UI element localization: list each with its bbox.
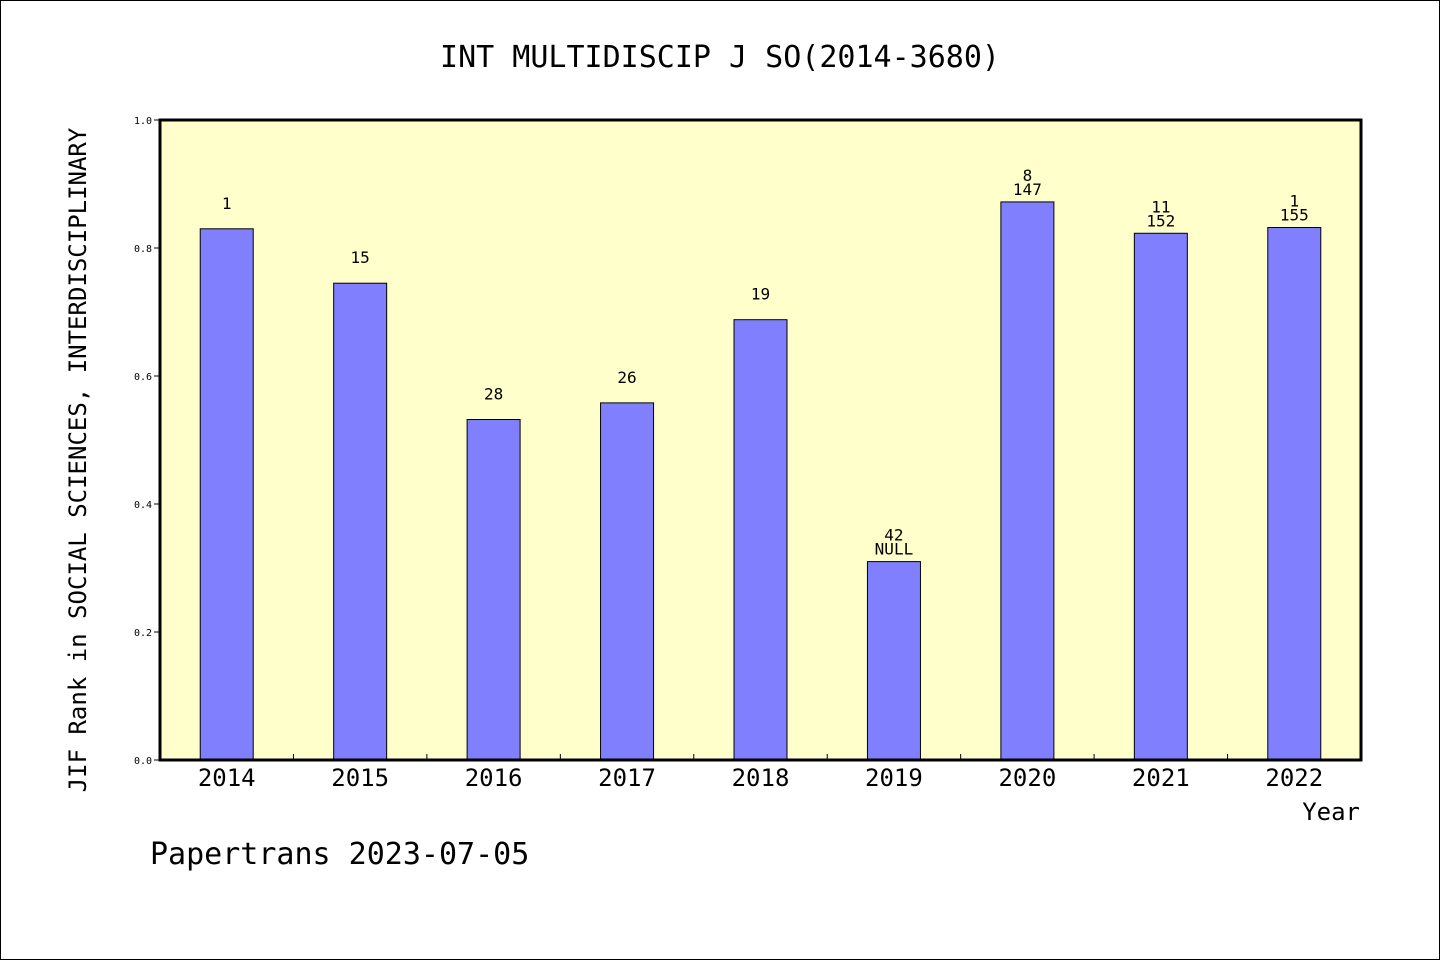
bar-2021 [1133, 232, 1188, 761]
bar-2015 [333, 282, 388, 761]
chart-title: INT MULTIDISCIP J SO(2014-3680) [440, 40, 1000, 75]
x-tick-label: 2021 [1132, 764, 1190, 792]
y-axis: 0.0 0.2 0.4 0.6 0.8 1.0 [134, 116, 160, 767]
rank-label: 15 [351, 248, 370, 267]
y-tick-label: 1.0 [134, 116, 152, 127]
x-tick-label: 2022 [1265, 764, 1323, 792]
rank-label: 1 [222, 194, 232, 213]
y-tick-label: 0.8 [134, 244, 152, 255]
x-tick-label: 2014 [198, 764, 256, 792]
y-tick-label: 0.2 [134, 628, 152, 639]
x-tick-label: 2018 [732, 764, 790, 792]
rank-label: 28 [484, 385, 503, 404]
bar-2018 [733, 319, 788, 761]
y-axis-label: JIF Rank in SOCIAL SCIENCES, INTERDISCIP… [64, 127, 92, 792]
total-label: 147 [1013, 180, 1042, 199]
y-tick-label: 0.0 [134, 756, 152, 767]
x-tick-label: 2020 [998, 764, 1056, 792]
bar-2016 [466, 419, 521, 761]
x-axis: 2014 2015 2016 2017 2018 2019 2020 2021 2022 [198, 754, 1323, 792]
total-label: 155 [1280, 206, 1309, 225]
y-tick-label: 0.4 [134, 500, 152, 511]
bar-2014 [199, 228, 254, 761]
rank-label: 19 [751, 285, 770, 304]
total-label: NULL [875, 540, 914, 559]
plot-border [158, 118, 1363, 762]
bars-group [199, 201, 1322, 761]
y-tick-label: 0.6 [134, 372, 152, 383]
total-label: 152 [1146, 211, 1175, 230]
bar-2020 [1000, 201, 1055, 761]
x-tick-label: 2016 [465, 764, 523, 792]
credit-text: Papertrans 2023-07-05 [150, 837, 529, 872]
x-tick-label: 2019 [865, 764, 923, 792]
bar-2019 [866, 561, 921, 761]
rank-label: 8 [1023, 166, 1033, 185]
rank-label: 26 [617, 368, 636, 387]
rank-label: 11 [1151, 197, 1170, 216]
rank-label: 1 [1289, 192, 1299, 211]
x-tick-label: 2017 [598, 764, 656, 792]
x-axis-label: Year [1302, 798, 1360, 826]
rank-label: 42 [884, 526, 903, 545]
bar-2022 [1267, 227, 1322, 761]
x-tick-label: 2015 [331, 764, 389, 792]
bar-2017 [600, 402, 655, 761]
